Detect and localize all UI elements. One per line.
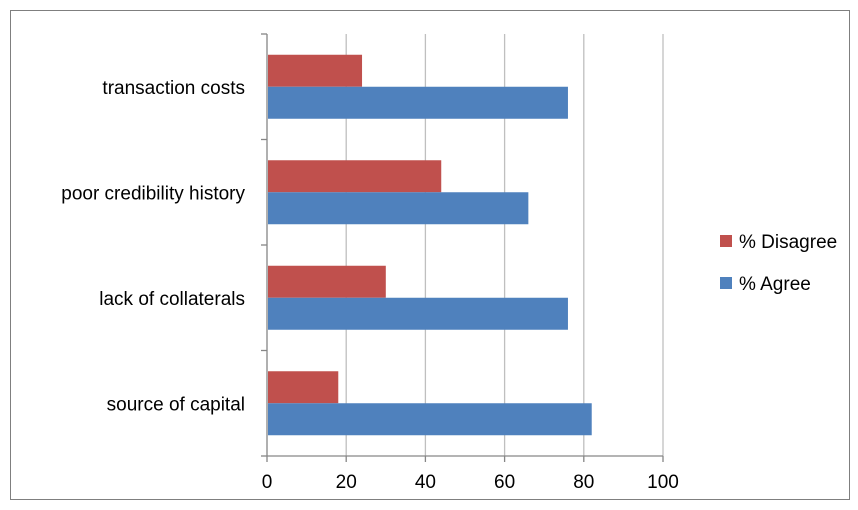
x-tick-label: 20 xyxy=(336,472,357,493)
x-tick-label: 80 xyxy=(573,472,594,493)
category-label: lack of collaterals xyxy=(99,289,245,310)
legend: % Disagree % Agree xyxy=(720,232,837,295)
legend-swatch xyxy=(720,277,732,289)
bar-agree-2 xyxy=(268,192,529,225)
category-labels: source of capital lack of collaterals poor… xyxy=(61,78,245,416)
x-tick-label: 0 xyxy=(262,472,273,493)
bar-agree-1 xyxy=(268,297,568,330)
bar-disagree-3 xyxy=(268,54,363,87)
x-tick-label: 60 xyxy=(494,472,515,493)
axes xyxy=(261,33,664,462)
legend-label: % Disagree xyxy=(739,232,837,253)
bar-agree-3 xyxy=(268,86,568,119)
category-label: source of capital xyxy=(107,394,245,415)
bars xyxy=(268,54,592,436)
legend-swatch xyxy=(720,235,732,247)
category-label: transaction costs xyxy=(102,78,245,99)
bar-disagree-1 xyxy=(268,265,386,298)
x-tick-label: 100 xyxy=(647,472,679,493)
bar-disagree-2 xyxy=(268,160,442,193)
bar-agree-0 xyxy=(268,403,592,436)
category-label: poor credibility history xyxy=(61,183,245,204)
x-tick-labels: 0 20 40 60 80 100 xyxy=(262,472,679,493)
x-tick-label: 40 xyxy=(415,472,436,493)
legend-label: % Agree xyxy=(739,274,811,295)
bar-disagree-0 xyxy=(268,371,339,404)
